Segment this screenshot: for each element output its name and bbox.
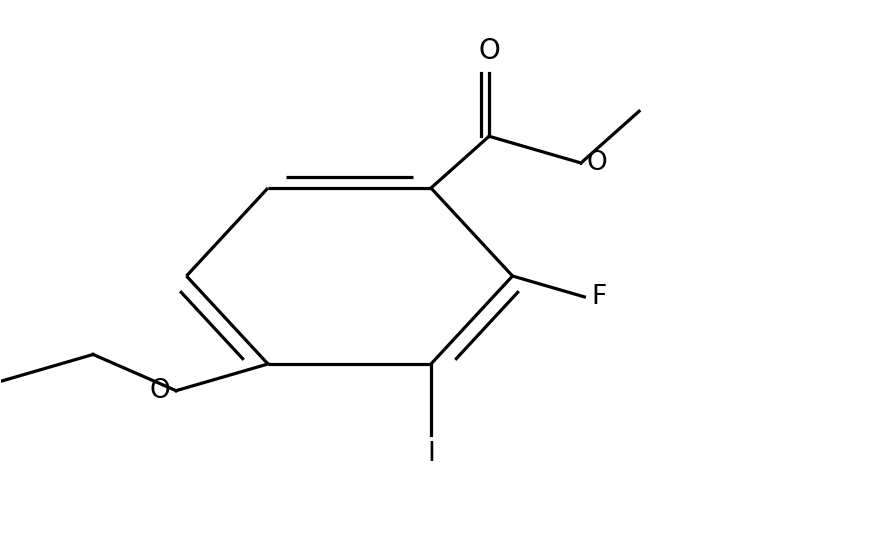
Text: I: I <box>427 441 435 467</box>
Text: F: F <box>591 284 606 310</box>
Text: O: O <box>586 150 607 176</box>
Text: O: O <box>478 38 500 66</box>
Text: O: O <box>149 378 170 404</box>
